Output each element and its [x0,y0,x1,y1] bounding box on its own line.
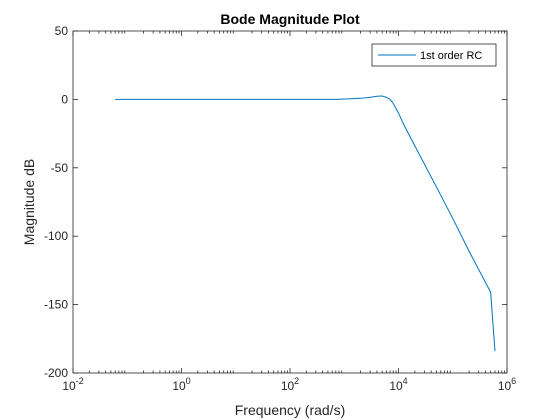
y-tick-label: -150 [44,298,68,312]
x-tick-label: 106 [498,376,516,393]
axis-tick-labels: 10-2 100 102 104 106 50 0 -50 -100 -150 -200 [44,24,516,393]
y-tick-label: -100 [44,229,68,243]
legend-label: 1st order RC [420,50,482,62]
y-tick-label: -50 [51,161,69,175]
plot-area [72,30,508,374]
x-tick-label: 10-2 [62,376,83,393]
y-axis-label: Magnitude dB [21,159,37,245]
y-tick-label: 0 [61,92,68,106]
series-layer [115,95,496,352]
x-axis-label: Frequency (rad/s) [235,402,345,418]
x-tick-label: 104 [389,376,407,393]
series-line [115,95,496,352]
x-tick-label: 102 [281,376,299,393]
chart-title: Bode Magnitude Plot [220,11,360,27]
y-tick-label: -200 [44,366,68,380]
legend: 1st order RC [371,43,497,67]
axis-ticks [72,30,508,374]
legend-box [371,43,497,67]
x-tick-label: 100 [172,376,190,393]
y-tick-label: 50 [55,24,69,38]
